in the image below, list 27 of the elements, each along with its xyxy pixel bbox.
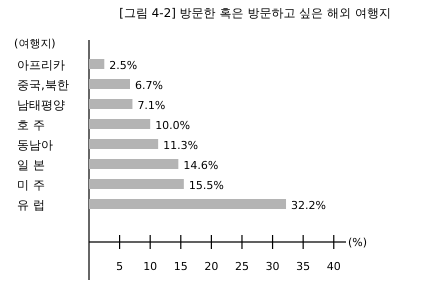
data-label: 15.5% bbox=[188, 179, 224, 192]
data-label: 6.7% bbox=[135, 79, 163, 92]
y-tick-label: 동남아 bbox=[17, 138, 53, 152]
x-tick-label: 10 bbox=[143, 260, 158, 273]
x-tick-label: 20 bbox=[204, 260, 218, 273]
data-label: 10.0% bbox=[155, 119, 190, 132]
chart-title: [그림 4-2] 방문한 혹은 방문하고 싶은 해외 여행지 bbox=[119, 6, 391, 20]
y-axis-title: (여행지) bbox=[14, 37, 56, 50]
x-axis-title: (%) bbox=[348, 236, 368, 249]
data-label: 7.1% bbox=[137, 99, 166, 112]
data-label: 32.2% bbox=[291, 199, 326, 212]
x-tick-label: 40 bbox=[326, 260, 341, 273]
y-tick-label: 유 럽 bbox=[17, 198, 45, 212]
data-label: 11.3% bbox=[163, 139, 198, 152]
data-label: 2.5% bbox=[109, 59, 138, 72]
y-tick-label: 일 본 bbox=[17, 158, 45, 172]
y-tick-label: 미 주 bbox=[17, 178, 45, 192]
data-label: 14.6% bbox=[183, 159, 218, 172]
x-tick-label: 25 bbox=[234, 260, 249, 273]
y-tick-label: 호 주 bbox=[17, 118, 45, 132]
y-tick-label: 아프리카 bbox=[17, 58, 65, 72]
y-tick-label: 남태평양 bbox=[17, 98, 65, 112]
x-tick-label: 35 bbox=[296, 260, 310, 273]
x-tick-label: 5 bbox=[116, 260, 124, 273]
y-tick-label: 중국,북한 bbox=[17, 78, 69, 92]
x-tick-label: 30 bbox=[266, 260, 280, 273]
x-tick-label: 15 bbox=[174, 260, 188, 273]
